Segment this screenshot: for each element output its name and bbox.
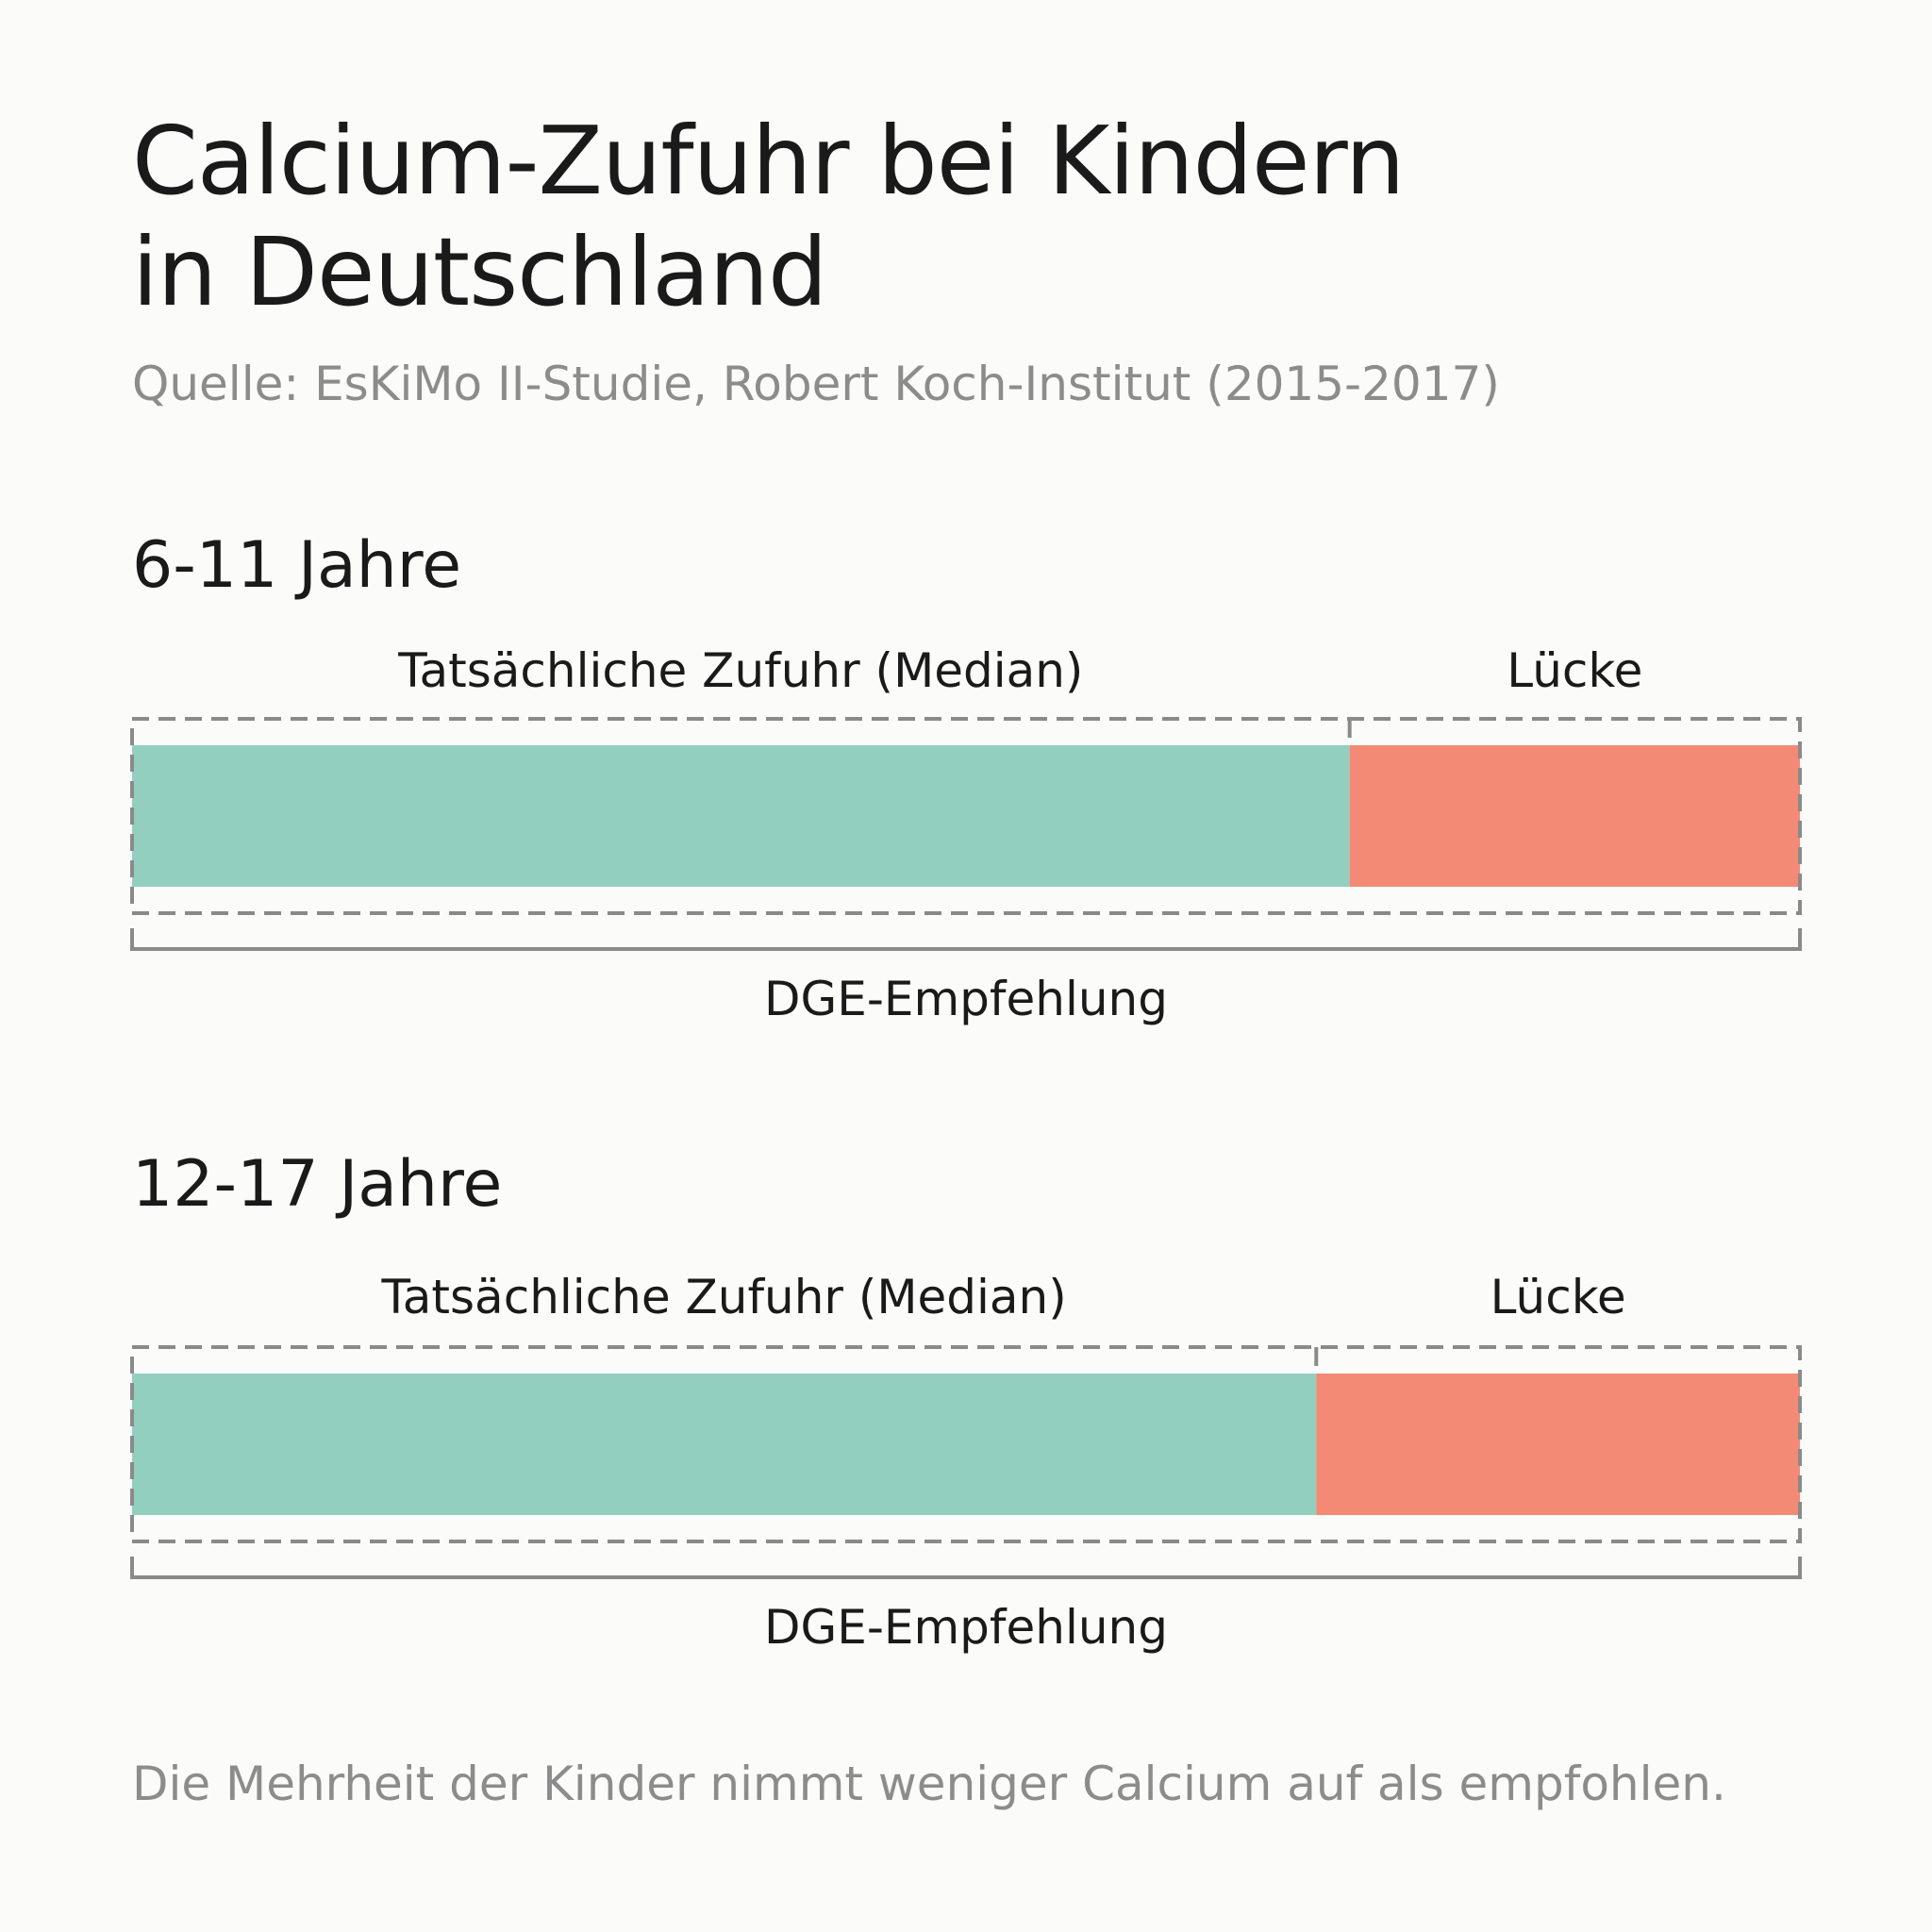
footer-note: Die Mehrheit der Kinder nimmt weniger Ca… — [132, 1757, 1726, 1811]
intake-label: Tatsächliche Zufuhr (Median) — [381, 1270, 1067, 1324]
intake-bar — [132, 1374, 1317, 1515]
page-title: Calcium-Zufuhr bei Kindern in Deutschlan… — [132, 106, 1736, 328]
gap-bar — [1349, 745, 1800, 887]
recommendation-label: DGE-Empfehlung — [764, 1600, 1168, 1655]
stacked-bar-chart — [130, 717, 1802, 951]
gap-bar — [1316, 1374, 1800, 1515]
intake-label: Tatsächliche Zufuhr (Median) — [398, 643, 1084, 698]
recommendation-bracket — [130, 1557, 1802, 1579]
recommendation-outline — [130, 1345, 1802, 1543]
age-group-title: 6-11 Jahre — [132, 528, 462, 603]
recommendation-label: DGE-Empfehlung — [764, 972, 1168, 1026]
intake-bar — [132, 745, 1350, 887]
recommendation-bracket — [130, 928, 1802, 951]
title-line-2: in Deutschland — [132, 217, 827, 327]
source-note: Quelle: EsKiMo II-Studie, Robert Koch-In… — [132, 357, 1500, 411]
stacked-bar-chart — [130, 1345, 1802, 1579]
gap-label: Lücke — [1507, 643, 1643, 698]
title-line-1: Calcium-Zufuhr bei Kindern — [132, 106, 1405, 216]
recommendation-outline — [130, 717, 1802, 915]
age-group-title: 12-17 Jahre — [132, 1147, 503, 1222]
gap-label: Lücke — [1490, 1270, 1626, 1324]
